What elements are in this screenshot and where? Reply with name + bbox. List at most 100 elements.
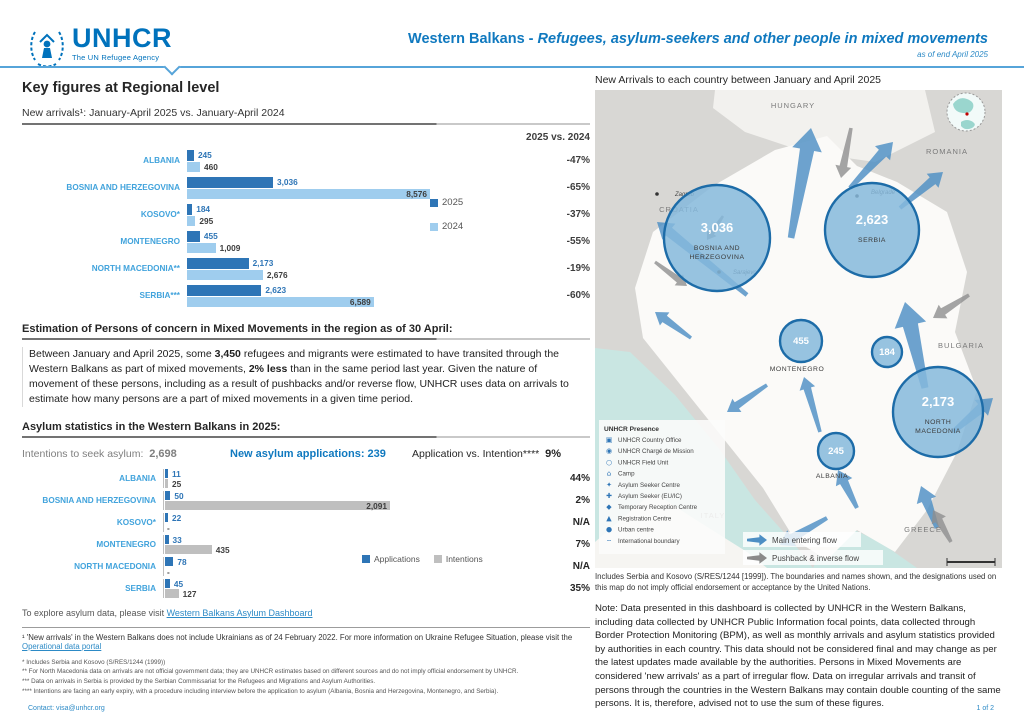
- no-data-dash: -: [167, 566, 170, 577]
- flow-legend-label-1: Main entering flow: [772, 536, 837, 545]
- change-percent: -47%: [566, 155, 590, 166]
- bar-value-label: 50: [174, 490, 184, 501]
- regional-chart-row: SERBIA*** 2,623 6,589 -60%: [22, 282, 590, 309]
- header-divider: [0, 58, 1024, 76]
- bar-Applications: [165, 469, 168, 479]
- legend-swatch-icon: [362, 554, 370, 563]
- bar-Applications: [165, 579, 170, 589]
- bar-group: 184 295: [187, 203, 526, 226]
- as-of-date: as of end April 2025: [917, 50, 988, 59]
- footnote-1: ¹ 'New arrivals' in the Western Balkans …: [22, 626, 590, 651]
- bar-value-label: 1,009: [219, 242, 241, 253]
- asylum-dashboard-link[interactable]: Western Balkans Asylum Dashboard: [166, 607, 313, 618]
- pushback-legend-arrow: [747, 552, 767, 564]
- unhcr-logo: UNHCR The UN Refugee Agency: [28, 23, 172, 68]
- bar-Applications: [165, 535, 169, 545]
- bar-value-label: 22: [172, 512, 182, 523]
- contact-email-link[interactable]: Contact: visa@unhcr.org: [28, 705, 105, 712]
- page-title: Western Balkans - Refugees, asylum-seeke…: [408, 30, 988, 59]
- header: UNHCR The UN Refugee Agency Western Balk…: [28, 24, 988, 68]
- legend-swatch-icon: [430, 198, 438, 207]
- bar-2024: [187, 242, 216, 253]
- bar-2025: [187, 176, 274, 188]
- asterisk-footnotes: * Includes Serbia and Kosovo (S/RES/1244…: [22, 658, 590, 697]
- bar-Intentions: [165, 479, 168, 489]
- estimation-underline: [22, 338, 590, 340]
- bar-2025: [187, 149, 194, 161]
- footnote-star4: **** Intentions are facing an early expi…: [22, 687, 499, 695]
- country-label: NORTH MACEDONIA**: [91, 263, 180, 273]
- flow-arrow: [848, 142, 893, 190]
- asylum-chart-row: KOSOVO* 22- N/A: [22, 512, 590, 534]
- country-label: ALBANIA: [119, 473, 156, 483]
- legend-swatch-icon: [430, 222, 438, 231]
- section-title-key-figures: Key figures at Regional level: [22, 80, 220, 96]
- asylum-chart-row: SERBIA 45 127 35%: [22, 578, 590, 600]
- subtitle-underline: [22, 123, 590, 125]
- est-text-1: Between January and April 2025, some: [29, 348, 215, 360]
- asylum-stats-row: Intentions to seek asylum: 2,698 New asy…: [22, 448, 590, 460]
- bar-value-label: 460: [204, 161, 218, 172]
- regional-arrivals-chart: ALBANIA 245 460 -47% BOSNIA AND HERZEGOVINA 3…: [22, 147, 590, 309]
- bar-value-label: 435: [215, 544, 230, 555]
- legend-glyph-icon: ⌂: [607, 470, 611, 478]
- bar-value-label: 184: [196, 204, 211, 214]
- new-arrivals-subtitle: New arrivals¹: January-April 2025 vs. Ja…: [22, 107, 285, 119]
- bar-group: 3,036 8,576: [187, 176, 526, 199]
- legend-item-2025: 2025: [430, 197, 463, 208]
- bubble-country-label: BOSNIA AND: [694, 245, 740, 252]
- bar-2025: [187, 284, 262, 296]
- asylum-chart: ALBANIA 11 25 44% BOSNIA AND HERZEGOVINA 50 2,…: [22, 468, 590, 600]
- country-label: KOSOVO*: [140, 209, 180, 219]
- intentions-stat: Intentions to seek asylum: 2,698: [22, 448, 230, 460]
- hungary-land: [713, 90, 935, 162]
- bar-value-label: 2,173: [252, 258, 274, 268]
- applications-label: New asylum applications:: [230, 447, 365, 460]
- applications-value: 239: [367, 447, 386, 460]
- map-title: New Arrivals to each country between Jan…: [595, 74, 881, 86]
- bar-Applications: [165, 513, 168, 523]
- geo-label-greece: GREECE: [904, 525, 942, 534]
- asylum-chart-row: ALBANIA 11 25 44%: [22, 468, 590, 490]
- application-intention-ratio: N/A: [572, 561, 590, 573]
- page-number: 1 of 2: [976, 705, 994, 712]
- bubble-value: 245: [828, 446, 845, 457]
- legend-item-2024: 2024: [430, 221, 463, 232]
- footnote-star2: ** For North Macedonia data on arrivals …: [22, 668, 519, 676]
- applications-stat: New asylum applications: 239: [230, 448, 412, 460]
- bar-2024: [187, 215, 196, 226]
- flow-legend-bg-2: [743, 550, 883, 565]
- arrivals-map: HUNGARYCROATIAROMANIABULGARIAITALYGREECE…: [595, 90, 1002, 568]
- legend-item-label: Asylum Seeker Centre: [618, 482, 680, 489]
- country-label: BOSNIA AND HERZEGOVINA: [42, 495, 156, 505]
- legend-item-Intentions: Intentions: [433, 554, 483, 564]
- bar-value-label: 2,091: [366, 500, 387, 511]
- est-bold-2pct: 2% less: [248, 362, 288, 375]
- geo-label-romania: ROMANIA: [926, 147, 968, 156]
- flow-arrow: [655, 312, 692, 340]
- bar-group: 2,623 6,589: [187, 284, 526, 307]
- ratio-label: Application vs. Intention****: [412, 447, 540, 460]
- change-percent: -55%: [566, 236, 590, 247]
- legend-glyph-icon: ◉: [606, 447, 612, 455]
- bubble-country-label: MACEDONIA: [915, 428, 961, 435]
- bar-value-label: 11: [172, 468, 181, 479]
- regional-chart-row: KOSOVO* 184 295 -37%: [22, 201, 590, 228]
- asylum-chart-row: BOSNIA AND HERZEGOVINA 50 2,091 2%: [22, 490, 590, 512]
- bar-2024: 8,576: [187, 188, 430, 199]
- bubble-bosnia-and-herzegovina: [662, 183, 772, 293]
- country-label: MONTENEGRO: [96, 539, 156, 549]
- bar-value-label: 245: [197, 150, 212, 160]
- ratio-stat: Application vs. Intention**** 9%: [412, 448, 561, 460]
- application-intention-ratio: 35%: [569, 583, 590, 595]
- brand-text: UNHCR: [72, 23, 172, 53]
- operational-data-portal-link[interactable]: Operational data portal: [22, 641, 102, 651]
- application-intention-ratio: 44%: [569, 473, 590, 485]
- bar-value-label: 45: [173, 578, 184, 589]
- map-legend-title: UNHCR Presence: [604, 426, 659, 433]
- estimation-heading: Estimation of Persons of concern in Mixe…: [22, 323, 453, 335]
- flow-arrow: [787, 128, 822, 239]
- legend-item-label: Temporary Reception Centre: [618, 504, 698, 511]
- town-dot: [655, 192, 659, 196]
- flow-legend-label-2: Pushback & inverse flow: [772, 554, 859, 563]
